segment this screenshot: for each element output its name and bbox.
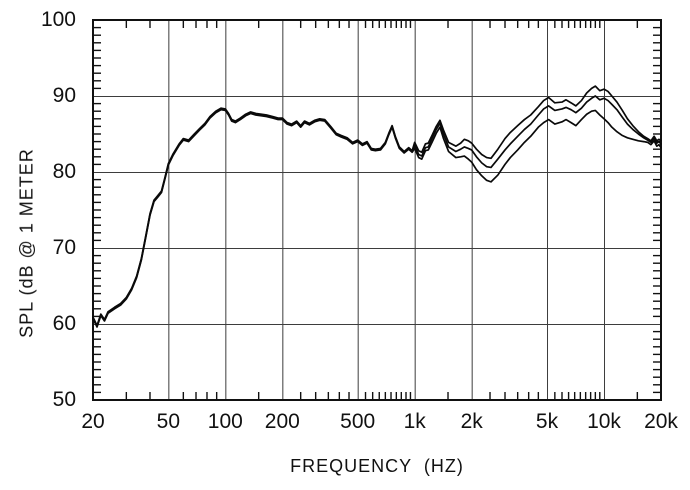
y-tick-label: 90 <box>52 84 76 107</box>
x-tick-label: 2k <box>460 410 483 433</box>
y-tick-label: 50 <box>52 388 76 411</box>
x-axis-title: FREQUENCY (HZ) <box>290 456 464 476</box>
x-tick-label: 500 <box>340 410 376 433</box>
x-tick-label: 100 <box>207 410 243 433</box>
x-tick-label: 5k <box>535 410 559 433</box>
x-tick-label: 10k <box>587 410 621 433</box>
x-tick-label: 20 <box>81 410 105 433</box>
y-tick-label: 100 <box>40 8 76 31</box>
x-tick-label: 200 <box>264 410 300 433</box>
y-tick-label: 80 <box>52 160 76 183</box>
x-tick-label: 20k <box>644 410 678 433</box>
y-tick-label: 60 <box>52 312 76 335</box>
y-tick-label: 70 <box>52 236 76 259</box>
x-tick-label: 50 <box>156 410 180 433</box>
x-tick-label: 1k <box>403 410 426 433</box>
